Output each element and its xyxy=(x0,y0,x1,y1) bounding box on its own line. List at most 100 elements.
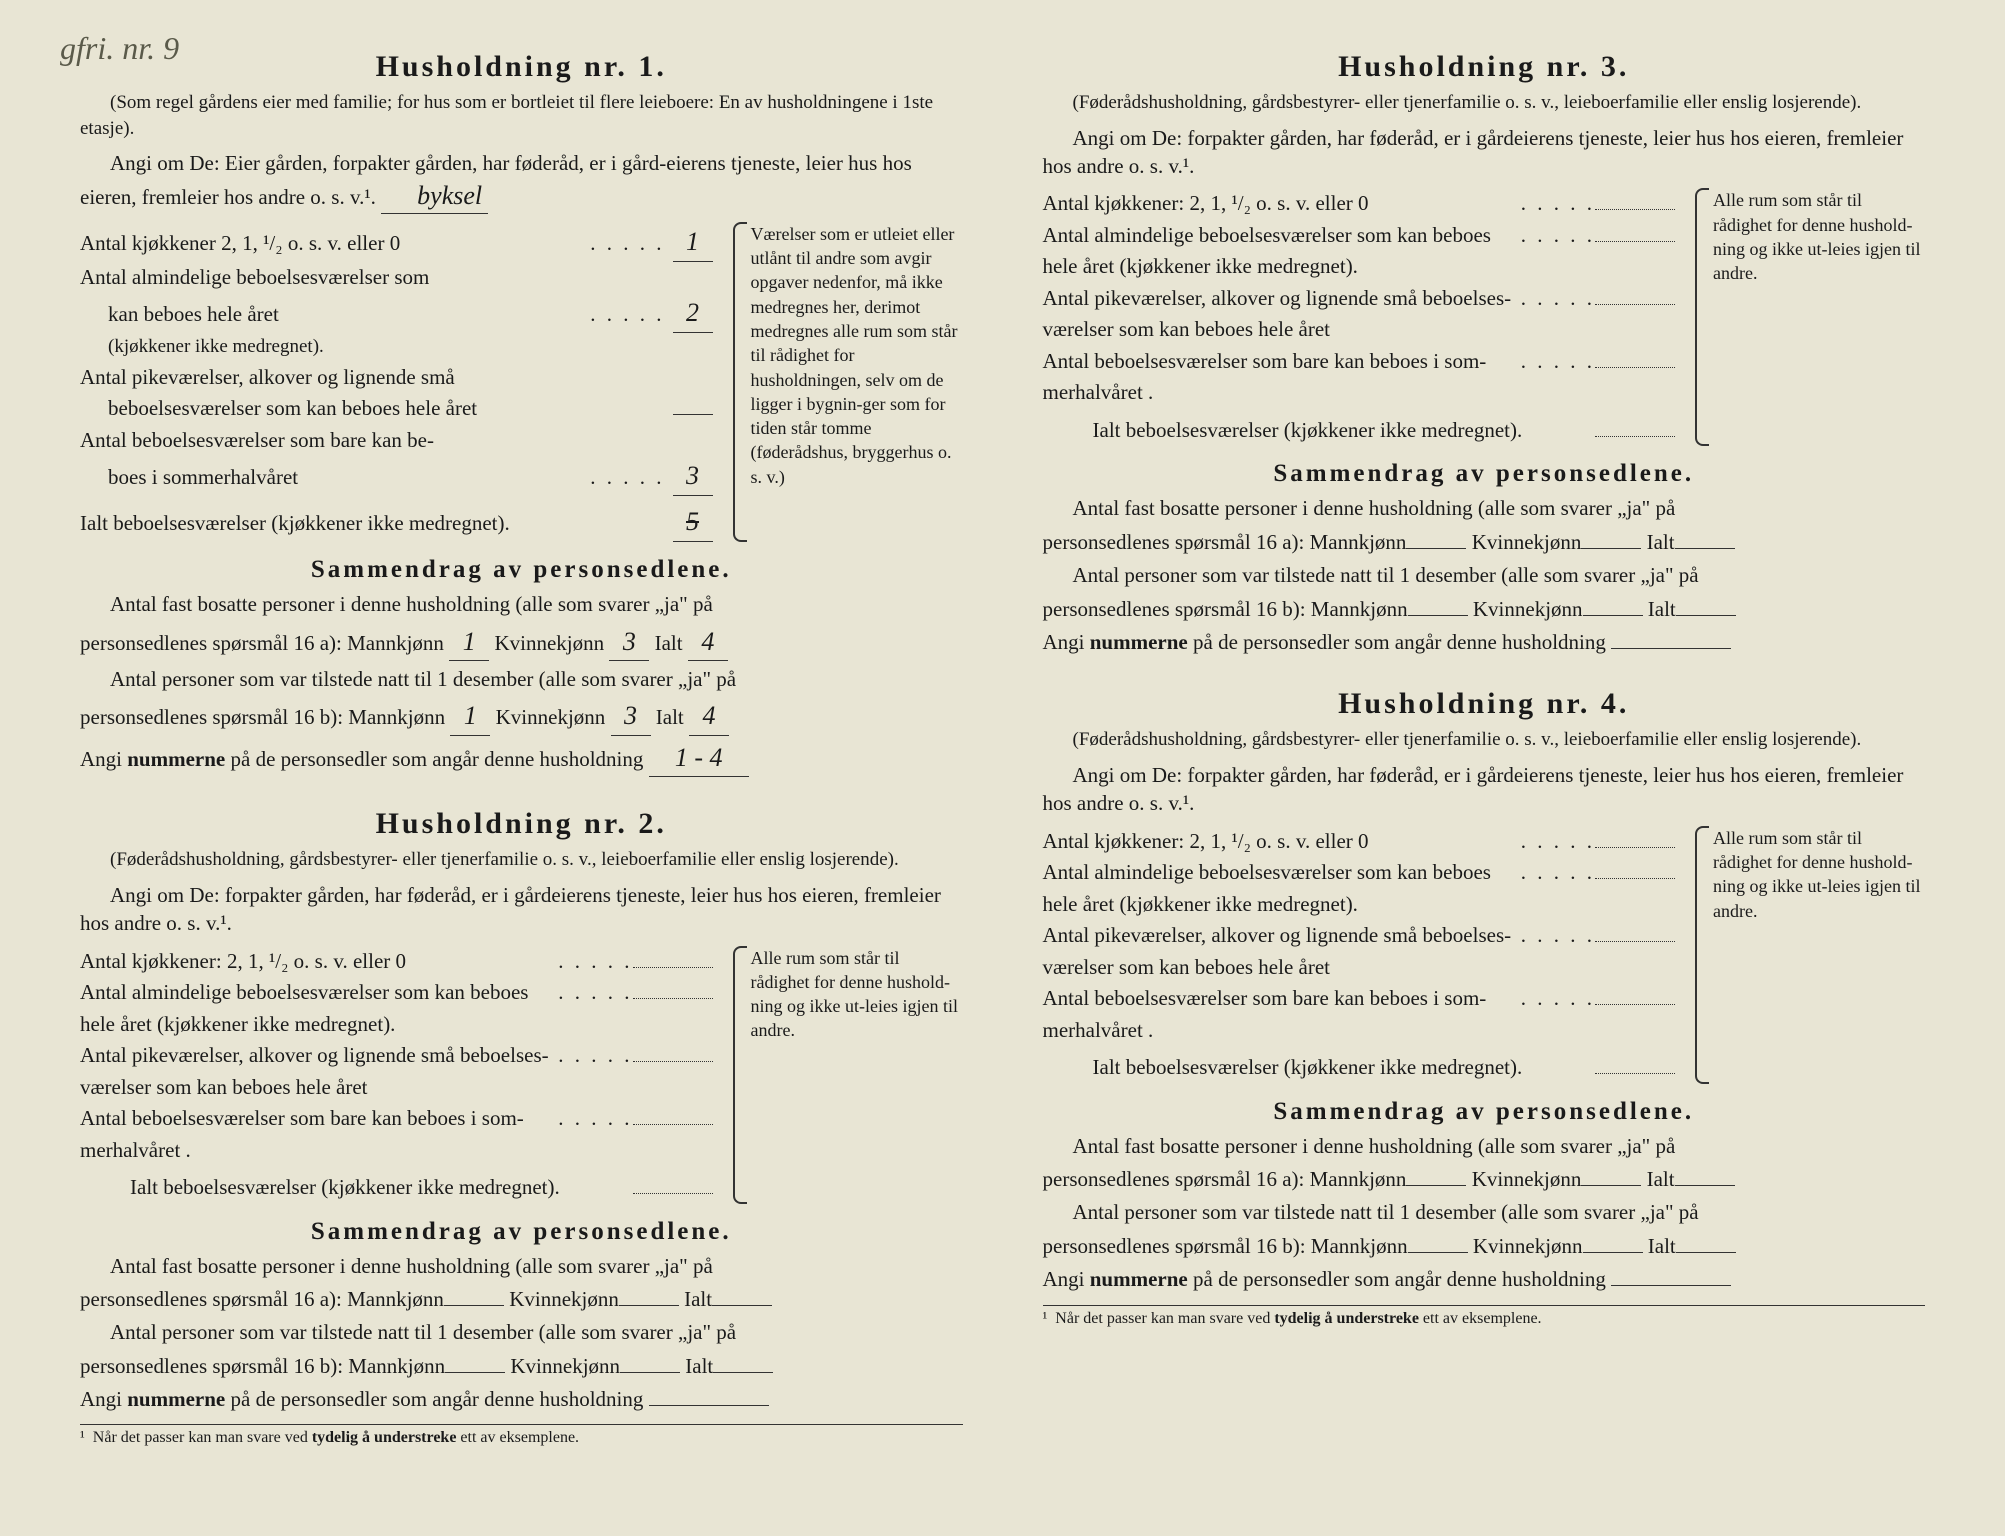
blank-field xyxy=(620,1372,680,1373)
blank-field xyxy=(1676,1252,1736,1253)
rooms-left-2: Antal kjøkkener: 2, 1, ¹/₂ o. s. v. elle… xyxy=(80,946,713,1204)
present-b-line-3: personsedlenes spørsmål 16 b): Mannkjønn… xyxy=(1043,595,1926,624)
resident-k-label: Kvinnekjønn xyxy=(494,631,604,655)
maid-b: beboelsesværelser som kan beboes hele år… xyxy=(80,393,665,425)
blank-field xyxy=(1406,1185,1466,1186)
blank-field xyxy=(1406,548,1466,549)
bracket-icon xyxy=(733,222,747,543)
maid-3: Antal pikeværelser, alkover og lignende … xyxy=(1043,283,1521,346)
rooms-side-note: Værelser som er utleiet eller utlånt til… xyxy=(733,222,963,543)
resident-a: Antal fast bosatte personer i denne hush… xyxy=(80,590,963,619)
resident-m: 1 xyxy=(449,624,489,661)
total-3: Ialt beboelsesværelser (kjøkkener ikke m… xyxy=(1093,415,1596,447)
present-b-2: personsedlenes spørsmål 16 b): Mannkjønn xyxy=(80,1354,445,1378)
resident-total-label: Ialt xyxy=(655,631,683,655)
bracket-icon xyxy=(1695,826,1709,1084)
kitchens-label-2: Antal kjøkkener: 2, 1, ¹/₂ o. s. v. elle… xyxy=(80,946,558,978)
blank-field xyxy=(633,1061,713,1062)
left-page: gfri. nr. 9 Husholdning nr. 1. (Som rege… xyxy=(40,50,1003,1496)
present-k: 3 xyxy=(611,698,651,735)
numbers-label: Angi nummerne på de personsedler som ang… xyxy=(1043,630,1606,654)
rooms-left-3: Antal kjøkkener: 2, 1, ¹/₂ o. s. v. elle… xyxy=(1043,188,1676,446)
dots xyxy=(590,462,664,494)
dots xyxy=(590,228,664,260)
rooms-block-3: Antal kjøkkener: 2, 1, ¹/₂ o. s. v. elle… xyxy=(1043,188,1926,446)
present-b-4: personsedlenes spørsmål 16 b): Mannkjønn xyxy=(1043,1234,1408,1258)
rooms-block-2: Antal kjøkkener: 2, 1, ¹/₂ o. s. v. elle… xyxy=(80,946,963,1204)
present-total: 4 xyxy=(689,698,729,735)
blank-field xyxy=(633,998,713,999)
resident-b-line-4: personsedlenes spørsmål 16 a): Mannkjønn… xyxy=(1043,1165,1926,1194)
blank-field xyxy=(1581,548,1641,549)
summer-2: Antal beboelsesværelser som bare kan beb… xyxy=(80,1103,558,1166)
total-label: Ialt xyxy=(1647,1167,1675,1191)
k-label: Kvinnekjønn xyxy=(510,1354,620,1378)
handwriting-annotation: gfri. nr. 9 xyxy=(60,30,179,67)
dots xyxy=(1521,188,1595,220)
blank-field xyxy=(712,1305,772,1306)
footnote-text: ¹ Når det passer kan man svare ved tydel… xyxy=(80,1429,579,1446)
side-note-text: Værelser som er utleiet eller utlånt til… xyxy=(751,224,958,487)
total-label: Ialt beboelsesværelser (kjøkkener ikke m… xyxy=(80,508,665,540)
resident-k: 3 xyxy=(609,624,649,661)
numbers-label: Angi nummerne på de personsedler som ang… xyxy=(1043,1267,1606,1291)
summer-b: boes i sommerhalvåret xyxy=(80,462,590,494)
numbers-line-3: Angi nummerne på de personsedler som ang… xyxy=(1043,628,1926,657)
summary-title-2: Sammendrag av personsedlene. xyxy=(80,1218,963,1246)
numbers-line: Angi nummerne på de personsedler som ang… xyxy=(80,740,963,777)
numbers-line-4: Angi nummerne på de personsedler som ang… xyxy=(1043,1265,1926,1294)
ordinary-sub: (kjøkkener ikke medregnet). xyxy=(80,333,713,362)
k-label: Kvinnekjønn xyxy=(1473,1234,1583,1258)
resident-a-4: Antal fast bosatte personer i denne hush… xyxy=(1043,1132,1926,1161)
household-2-title: Husholdning nr. 2. xyxy=(80,807,963,841)
total-4: Ialt beboelsesværelser (kjøkkener ikke m… xyxy=(1093,1052,1596,1084)
kitchens-label-4: Antal kjøkkener: 2, 1, ¹/₂ o. s. v. elle… xyxy=(1043,826,1521,858)
dots xyxy=(558,1103,632,1135)
household-2-instruction: Angi om De: forpakter gården, har føderå… xyxy=(80,881,963,938)
summer-a: Antal beboelsesværelser som bare kan be- xyxy=(80,425,434,457)
resident-b-4: personsedlenes spørsmål 16 a): Mannkjønn xyxy=(1043,1167,1407,1191)
present-b: personsedlenes spørsmål 16 b): Mannkjønn xyxy=(80,705,445,729)
dots xyxy=(1521,983,1595,1015)
household-4-subtitle: (Føderådshusholdning, gårdsbestyrer- ell… xyxy=(1043,727,1926,753)
blank-field xyxy=(1595,847,1675,848)
ordinary-2: Antal almindelige beboelsesværelser som … xyxy=(80,977,558,1040)
total-value: 5 xyxy=(673,502,713,542)
blank-field xyxy=(633,967,713,968)
blank-field xyxy=(1595,209,1675,210)
household-1-title: Husholdning nr. 1. xyxy=(80,50,963,84)
household-1-subtitle: (Som regel gårdens eier med familie; for… xyxy=(80,90,963,141)
dots xyxy=(558,977,632,1009)
side-note-text-4: Alle rum som står til rådighet for denne… xyxy=(1713,828,1920,921)
maid-4: Antal pikeværelser, alkover og lignende … xyxy=(1043,920,1521,983)
resident-total: 4 xyxy=(688,624,728,661)
present-a-4: Antal personer som var tilstede natt til… xyxy=(1043,1198,1926,1227)
present-total-label: Ialt xyxy=(656,705,684,729)
household-3-title: Husholdning nr. 3. xyxy=(1043,50,1926,84)
instruction-value: byksel xyxy=(381,178,488,214)
summary-title-1: Sammendrag av personsedlene. xyxy=(80,556,963,584)
resident-a-3: Antal fast bosatte personer i denne hush… xyxy=(1043,494,1926,523)
present-a-3: Antal personer som var tilstede natt til… xyxy=(1043,561,1926,590)
summary-title-4: Sammendrag av personsedlene. xyxy=(1043,1098,1926,1126)
summer-4: Antal beboelsesværelser som bare kan beb… xyxy=(1043,983,1521,1046)
blank-field xyxy=(1675,1185,1735,1186)
numbers-value: 1 - 4 xyxy=(649,740,749,777)
present-a-2: Antal personer som var tilstede natt til… xyxy=(80,1318,963,1347)
summer-3: Antal beboelsesværelser som bare kan beb… xyxy=(1043,346,1521,409)
ordinary-3: Antal almindelige beboelsesværelser som … xyxy=(1043,220,1521,283)
resident-b: personsedlenes spørsmål 16 a): Mannkjønn xyxy=(80,631,444,655)
blank-field xyxy=(649,1405,769,1406)
household-4-title: Husholdning nr. 4. xyxy=(1043,687,1926,721)
blank-field xyxy=(1408,1252,1468,1253)
k-label: Kvinnekjønn xyxy=(1472,1167,1582,1191)
footnote-left: ¹ Når det passer kan man svare ved tydel… xyxy=(80,1424,963,1447)
present-k-label: Kvinnekjønn xyxy=(496,705,606,729)
side-note-text-2: Alle rum som står til rådighet for denne… xyxy=(751,948,958,1041)
blank-field xyxy=(445,1372,505,1373)
dots xyxy=(590,299,664,331)
summer-value: 3 xyxy=(673,456,713,496)
total-label: Ialt xyxy=(685,1354,713,1378)
numbers-label: Angi nummerne på de personsedler som ang… xyxy=(80,747,643,771)
numbers-line-2: Angi nummerne på de personsedler som ang… xyxy=(80,1385,963,1414)
